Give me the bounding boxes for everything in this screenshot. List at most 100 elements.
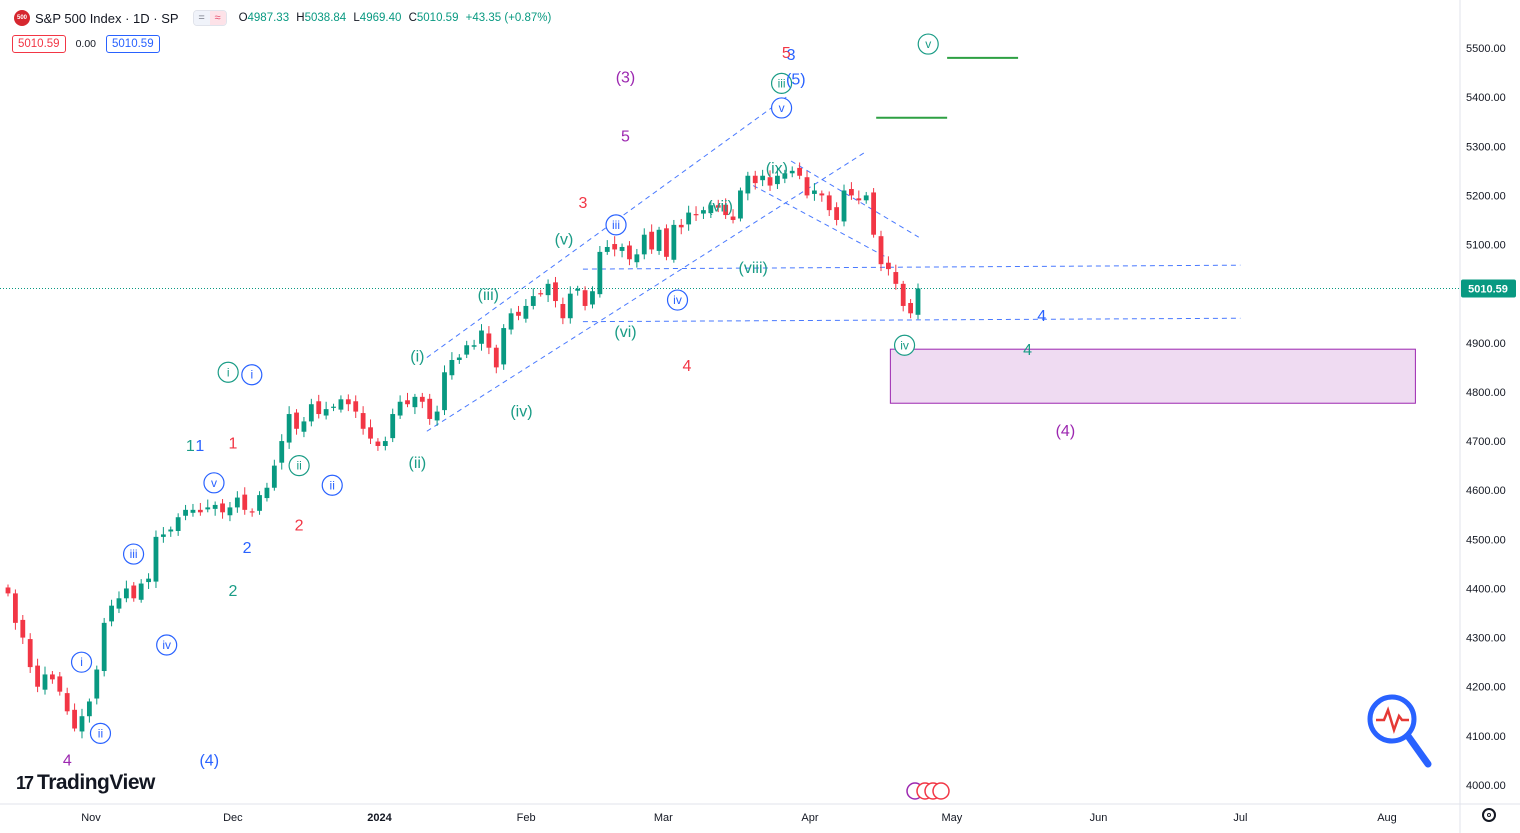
wave-label: ii bbox=[330, 478, 335, 492]
y-tick-label: 4700.00 bbox=[1466, 436, 1506, 448]
candle-body bbox=[664, 228, 669, 257]
candle-body bbox=[338, 399, 344, 410]
candle-body bbox=[405, 400, 410, 405]
candle-body bbox=[686, 212, 692, 225]
candle-body bbox=[671, 224, 677, 260]
wave-label: 3 bbox=[787, 47, 796, 64]
wave-label: 2 bbox=[228, 583, 237, 600]
candle-body bbox=[738, 190, 743, 219]
y-tick-label: 4900.00 bbox=[1466, 338, 1506, 350]
candle-body bbox=[634, 254, 640, 263]
candle-body bbox=[782, 173, 788, 179]
sell-price-box[interactable]: 5010.59 bbox=[12, 35, 66, 53]
last-price-label: 5010.59 bbox=[1468, 283, 1508, 295]
y-tick-label: 4800.00 bbox=[1466, 387, 1506, 399]
wave-label: 1 bbox=[228, 436, 237, 453]
wave-label: iii bbox=[130, 547, 138, 561]
channel-line bbox=[426, 96, 787, 358]
candle-body bbox=[294, 412, 299, 429]
candle-body bbox=[190, 509, 196, 513]
ohlc-open: 4987.33 bbox=[247, 12, 290, 24]
candle-body bbox=[146, 578, 151, 583]
candle-body bbox=[168, 529, 174, 532]
candle-body bbox=[57, 676, 63, 692]
candle-body bbox=[575, 288, 581, 291]
candle-body bbox=[49, 674, 55, 680]
wave-label: 5 bbox=[782, 45, 791, 62]
candle-body bbox=[849, 189, 854, 196]
wave-label-circle bbox=[89, 722, 112, 745]
candle-body bbox=[915, 288, 921, 315]
candle-body bbox=[375, 441, 381, 446]
candle-body bbox=[271, 465, 277, 488]
time-axis[interactable]: Nov Dec 2024 Feb Mar Apr May Jun Jul Aug bbox=[0, 803, 1520, 824]
ohlc-open-key: O bbox=[238, 12, 248, 24]
wave-label: 5 bbox=[621, 128, 630, 145]
candle-body bbox=[160, 534, 166, 537]
candle-body bbox=[94, 669, 100, 699]
candle-body bbox=[501, 328, 507, 365]
symbol-title[interactable]: S&P 500 Index · 1D · SP bbox=[35, 10, 179, 26]
candle-body bbox=[412, 396, 418, 408]
chart-toggle-pill[interactable]: = ≈ bbox=[192, 10, 227, 26]
buy-price-box[interactable]: 5010.59 bbox=[106, 35, 160, 53]
wave-label: iii bbox=[778, 76, 786, 90]
chart-header: 500 S&P 500 Index · 1D · SP = ≈ O4987.33… bbox=[14, 9, 555, 27]
wave-label: 3 bbox=[578, 195, 587, 212]
x-tick-label: Apr bbox=[801, 812, 818, 824]
candle-body bbox=[693, 214, 699, 216]
candle-body bbox=[42, 674, 48, 690]
candle-body bbox=[234, 497, 240, 508]
wave-label-circle bbox=[217, 361, 239, 383]
candles-layer bbox=[5, 162, 921, 739]
x-tick-label: Feb bbox=[517, 812, 536, 824]
wave-label: (ii) bbox=[408, 455, 426, 472]
price-axis[interactable]: 5500.005400.005300.005200.005100.005000.… bbox=[1459, 0, 1516, 833]
x-tick-label: Dec bbox=[223, 812, 243, 824]
candle-body bbox=[486, 333, 492, 348]
ohlc-close: 5010.59 bbox=[416, 12, 459, 24]
candle-body bbox=[908, 303, 914, 314]
wave-label: (viii) bbox=[739, 260, 768, 277]
bid-ask-row: 5010.59 0.00 5010.59 bbox=[12, 35, 160, 53]
wave-label: iv bbox=[162, 638, 171, 652]
candle-body bbox=[826, 195, 832, 211]
approx-icon[interactable]: ≈ bbox=[209, 11, 226, 25]
wave-label: (4) bbox=[1056, 423, 1076, 440]
candle-body bbox=[745, 175, 751, 194]
candle-body bbox=[390, 414, 396, 439]
channel-line bbox=[790, 160, 920, 238]
ohlc-high-key: H bbox=[296, 12, 305, 24]
gear-icon[interactable] bbox=[1482, 808, 1496, 822]
candle-body bbox=[464, 345, 470, 355]
candle-body bbox=[604, 246, 610, 252]
candle-body bbox=[434, 411, 440, 421]
candle-body bbox=[101, 622, 107, 672]
candle-body bbox=[812, 190, 817, 194]
y-tick-label: 5300.00 bbox=[1466, 141, 1506, 153]
wave-label: 1 bbox=[195, 438, 204, 455]
candle-body bbox=[197, 509, 203, 513]
candle-body bbox=[471, 345, 477, 347]
flag-us-icon bbox=[932, 782, 950, 800]
candle-body bbox=[767, 177, 773, 186]
wave-label: 4 bbox=[683, 358, 692, 375]
candle-body bbox=[841, 190, 847, 222]
candle-body bbox=[493, 347, 499, 368]
candle-body bbox=[116, 598, 122, 609]
wave-label-circle bbox=[203, 472, 225, 494]
y-tick-label: 4100.00 bbox=[1466, 731, 1506, 743]
candle-body bbox=[708, 205, 714, 214]
tradingview-logo[interactable]: 17 TradingView bbox=[16, 771, 155, 795]
candle-body bbox=[249, 511, 255, 513]
candle-body bbox=[538, 293, 544, 295]
candle-body bbox=[64, 693, 70, 712]
candle-body bbox=[730, 216, 736, 220]
candle-body bbox=[286, 414, 292, 443]
y-tick-label: 4300.00 bbox=[1466, 633, 1506, 645]
candle-body bbox=[27, 639, 33, 668]
wave-label: (iv) bbox=[510, 404, 532, 421]
minus-icon[interactable]: = bbox=[193, 11, 210, 25]
ohlc-low: 4969.40 bbox=[359, 12, 402, 24]
